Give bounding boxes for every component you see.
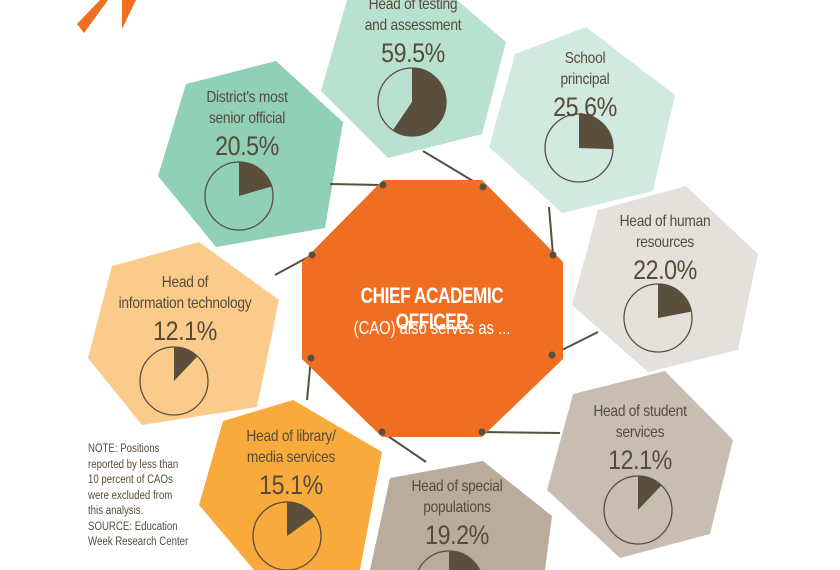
role-title: Head of human resources [619, 213, 711, 251]
pie-principal [544, 113, 614, 183]
role-percent: 59.5% [381, 38, 445, 68]
label-human-resources: Head of human resources 22.0% [583, 211, 746, 285]
pie-testing [377, 67, 447, 137]
note-source: NOTE: Positions reported by less than 10… [88, 443, 189, 548]
role-title: Head of special populations [411, 478, 503, 516]
hex-information-technology [88, 242, 279, 425]
hex-human-resources [572, 186, 758, 372]
role-title: Head of information technology [118, 274, 252, 312]
role-title: Head of student services [593, 403, 687, 441]
role-percent: 15.1% [259, 470, 323, 500]
pie-information-technology [139, 346, 209, 416]
role-percent: 22.0% [633, 255, 697, 285]
label-principal: School principal 25.6% [503, 48, 666, 122]
pie-student-services [603, 475, 673, 545]
hex-library-media [199, 400, 382, 570]
label-library-media: Head of library/ media services 15.1% [209, 426, 372, 500]
pie-special-populations [417, 550, 481, 570]
center-title: CHIEF ACADEMIC OFFICER [360, 283, 504, 334]
role-percent: 19.2% [425, 520, 489, 550]
connector-dots [307, 181, 557, 436]
label-testing: Head of testing and assessment 59.5% [331, 0, 494, 68]
role-percent: 20.5% [215, 131, 279, 161]
pie-library-media [252, 501, 322, 570]
pie-charts [139, 67, 693, 570]
label-student-services: Head of student services 12.1% [558, 401, 721, 475]
hex-special-populations [370, 461, 552, 570]
label-information-technology: Head of information technology 12.1% [103, 272, 266, 346]
center-subtitle: (CAO) also serves as ... [353, 318, 511, 338]
pie-human-resources [623, 283, 693, 353]
role-percent: 12.1% [608, 445, 672, 475]
role-title: Head of library/ media services [246, 428, 336, 466]
role-percent: 25.6% [553, 92, 617, 122]
role-title: Head of testing and assessment [364, 0, 462, 34]
role-percent: 12.1% [153, 316, 217, 346]
label-district-official: District's most senior official 20.5% [165, 87, 328, 161]
hex-district-official [158, 61, 343, 247]
label-special-populations: Head of special populations 19.2% [375, 476, 538, 550]
center-octagon [302, 180, 563, 437]
hex-student-services [547, 371, 733, 558]
pie-district-official [204, 161, 274, 231]
role-title: School principal [560, 50, 610, 88]
logo-arrow-icon [77, 0, 136, 33]
role-title: District's most senior official [206, 89, 288, 127]
